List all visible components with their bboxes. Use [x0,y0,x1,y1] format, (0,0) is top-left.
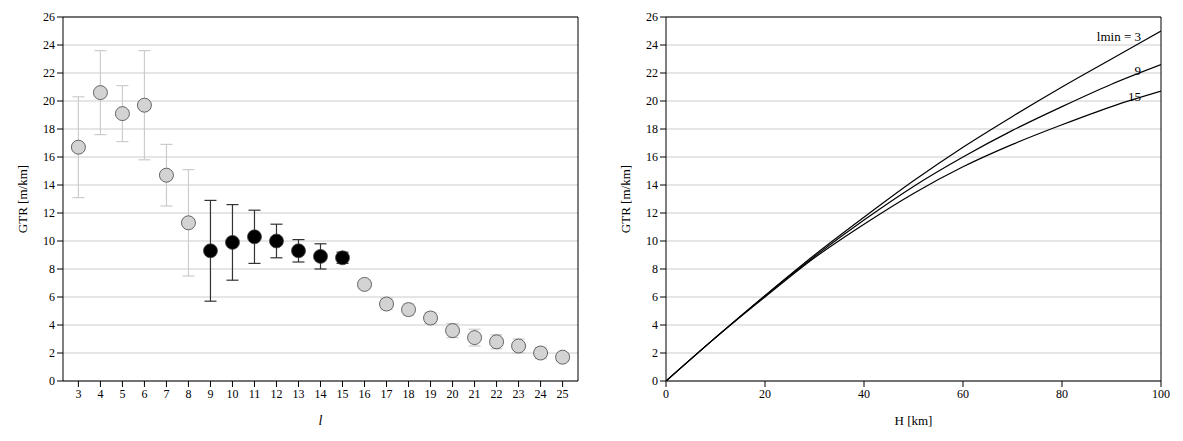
svg-text:l: l [319,413,323,428]
svg-text:8: 8 [652,262,658,276]
svg-text:16: 16 [646,150,658,164]
svg-text:22: 22 [646,66,658,80]
svg-text:16: 16 [359,387,371,401]
svg-text:0: 0 [49,374,55,388]
svg-text:20: 20 [43,94,55,108]
svg-text:5: 5 [119,387,125,401]
svg-text:8: 8 [49,262,55,276]
svg-text:12: 12 [646,206,658,220]
svg-text:26: 26 [43,10,55,24]
svg-text:10: 10 [226,387,238,401]
svg-text:21: 21 [469,387,481,401]
svg-text:0: 0 [663,387,669,401]
svg-text:8: 8 [185,387,191,401]
svg-text:12: 12 [43,206,55,220]
svg-text:6: 6 [652,290,658,304]
svg-text:24: 24 [43,38,55,52]
svg-text:20: 20 [646,94,658,108]
svg-text:14: 14 [315,387,327,401]
svg-text:18: 18 [43,122,55,136]
svg-text:16: 16 [43,150,55,164]
svg-text:13: 13 [292,387,304,401]
svg-text:10: 10 [43,234,55,248]
svg-text:20: 20 [759,387,771,401]
svg-text:6: 6 [49,290,55,304]
svg-text:6: 6 [141,387,147,401]
svg-text:10: 10 [646,234,658,248]
svg-text:15: 15 [337,387,349,401]
svg-text:23: 23 [513,387,525,401]
svg-text:lmin = 3: lmin = 3 [1097,29,1141,44]
svg-text:4: 4 [652,318,658,332]
svg-text:24: 24 [646,38,658,52]
svg-text:14: 14 [646,178,658,192]
svg-text:22: 22 [491,387,503,401]
svg-text:20: 20 [447,387,459,401]
svg-text:14: 14 [43,178,55,192]
svg-text:11: 11 [249,387,261,401]
svg-text:H [km]: H [km] [895,413,933,428]
svg-text:40: 40 [858,387,870,401]
svg-text:4: 4 [49,318,55,332]
svg-text:2: 2 [652,346,658,360]
svg-text:12: 12 [270,387,282,401]
svg-text:19: 19 [425,387,437,401]
svg-text:15: 15 [1128,89,1141,104]
svg-text:100: 100 [1152,387,1170,401]
svg-text:4: 4 [97,387,103,401]
svg-text:GTR [m/km]: GTR [m/km] [15,165,30,233]
svg-text:18: 18 [403,387,415,401]
svg-text:0: 0 [652,374,658,388]
svg-text:9: 9 [1135,63,1142,78]
svg-text:26: 26 [646,10,658,24]
svg-text:25: 25 [557,387,569,401]
svg-text:24: 24 [535,387,547,401]
svg-text:2: 2 [49,346,55,360]
svg-text:22: 22 [43,66,55,80]
svg-text:9: 9 [207,387,213,401]
svg-text:80: 80 [1056,387,1068,401]
svg-text:3: 3 [75,387,81,401]
svg-text:7: 7 [163,387,169,401]
svg-text:17: 17 [381,387,393,401]
svg-text:18: 18 [646,122,658,136]
svg-text:GTR [m/km]: GTR [m/km] [618,165,633,233]
svg-text:60: 60 [957,387,969,401]
